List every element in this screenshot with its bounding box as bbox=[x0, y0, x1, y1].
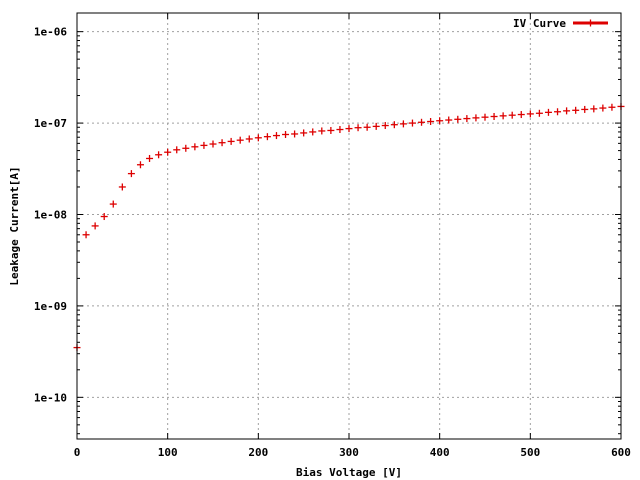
x-tick-label: 200 bbox=[248, 446, 268, 459]
legend: IV Curve bbox=[513, 17, 608, 30]
data-point bbox=[472, 114, 480, 122]
data-point bbox=[535, 109, 543, 117]
data-point bbox=[418, 118, 426, 126]
y-axis-label: Leakage Current[A] bbox=[8, 166, 21, 285]
data-point bbox=[390, 121, 398, 129]
data-point bbox=[454, 115, 462, 123]
data-point bbox=[318, 127, 326, 135]
data-point bbox=[118, 183, 126, 191]
data-point bbox=[272, 132, 280, 140]
data-point bbox=[218, 139, 226, 147]
axis-ticks bbox=[76, 13, 622, 439]
data-point bbox=[590, 105, 598, 113]
data-point bbox=[427, 118, 435, 126]
data-point bbox=[436, 117, 444, 125]
data-point bbox=[372, 122, 380, 130]
y-tick-label: 1e-09 bbox=[34, 300, 67, 313]
data-point bbox=[191, 143, 199, 151]
y-tick-label: 1e-07 bbox=[34, 117, 67, 130]
data-point bbox=[445, 116, 453, 124]
data-point bbox=[209, 140, 217, 148]
data-point bbox=[155, 151, 163, 159]
data-point bbox=[254, 134, 262, 142]
x-tick-label: 100 bbox=[158, 446, 178, 459]
data-point bbox=[544, 108, 552, 116]
data-point bbox=[599, 104, 607, 112]
x-tick-label: 0 bbox=[74, 446, 81, 459]
data-point bbox=[309, 128, 317, 136]
data-point bbox=[173, 146, 181, 154]
data-point bbox=[245, 135, 253, 143]
data-point bbox=[164, 148, 172, 156]
data-point bbox=[263, 133, 271, 141]
data-point bbox=[291, 130, 299, 138]
data-point bbox=[282, 130, 290, 138]
x-tick-labels: 0 100 200 300 400 500 600 bbox=[74, 446, 631, 459]
data-point bbox=[508, 111, 516, 119]
data-point bbox=[300, 129, 308, 137]
plot-frame bbox=[76, 12, 622, 440]
data-point bbox=[517, 111, 525, 119]
data-point bbox=[91, 222, 99, 230]
data-point bbox=[563, 107, 571, 115]
x-tick-label: 600 bbox=[611, 446, 631, 459]
data-point bbox=[363, 123, 371, 131]
data-point bbox=[127, 170, 135, 178]
data-point bbox=[581, 105, 589, 113]
grid bbox=[77, 13, 621, 439]
data-point bbox=[499, 112, 507, 120]
data-point bbox=[200, 141, 208, 149]
data-point bbox=[572, 106, 580, 114]
data-point bbox=[182, 144, 190, 152]
x-tick-label: 400 bbox=[430, 446, 450, 459]
data-point bbox=[82, 231, 90, 239]
data-point bbox=[526, 110, 534, 118]
data-point bbox=[399, 120, 407, 128]
data-point bbox=[408, 119, 416, 127]
data-point bbox=[227, 137, 235, 145]
data-points bbox=[73, 102, 625, 352]
data-point bbox=[481, 113, 489, 121]
data-point bbox=[136, 161, 144, 169]
data-point bbox=[100, 213, 108, 221]
data-point bbox=[109, 200, 117, 208]
data-point bbox=[336, 126, 344, 134]
legend-marker-swatch bbox=[587, 19, 594, 27]
data-point bbox=[146, 154, 154, 162]
data-point bbox=[381, 122, 389, 130]
y-tick-label: 1e-08 bbox=[34, 208, 67, 221]
y-tick-label: 1e-10 bbox=[34, 391, 67, 404]
data-point bbox=[490, 113, 498, 121]
legend-label: IV Curve bbox=[513, 17, 566, 30]
data-point bbox=[354, 124, 362, 132]
data-point bbox=[345, 125, 353, 133]
x-tick-label: 500 bbox=[520, 446, 540, 459]
y-tick-labels: 1e-10 1e-09 1e-08 1e-07 1e-06 bbox=[34, 26, 67, 405]
data-point bbox=[327, 126, 335, 134]
x-tick-label: 300 bbox=[339, 446, 359, 459]
data-point bbox=[236, 136, 244, 144]
data-point bbox=[554, 108, 562, 116]
data-point bbox=[608, 103, 616, 111]
x-axis-label: Bias Voltage [V] bbox=[296, 466, 402, 479]
data-point bbox=[463, 115, 471, 123]
y-tick-label: 1e-06 bbox=[34, 26, 67, 39]
